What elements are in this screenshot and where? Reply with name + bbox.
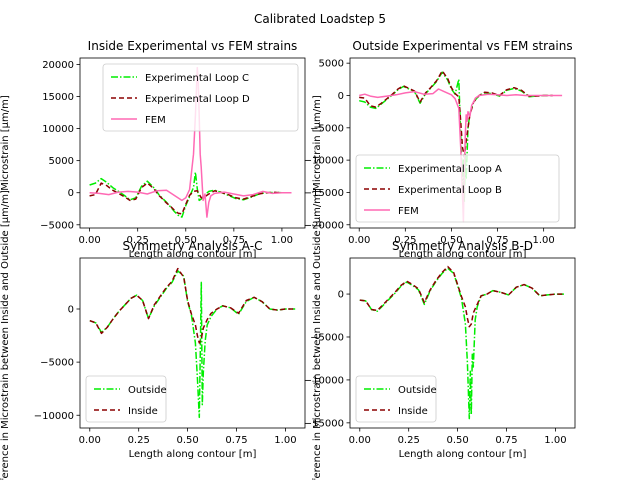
legend-frame	[355, 154, 560, 223]
series-line-experimental-loop-d	[89, 182, 292, 215]
legend: Experimental Loop A Experimental Loop B FE…	[355, 154, 560, 223]
legend: Experimental Loop C Experimental Loop D FE…	[102, 63, 299, 132]
axes-title: Outside Experimental vs FEM strains	[352, 39, 572, 53]
series-line-experimental-loop-a	[359, 71, 553, 203]
y-tick-label: −10000	[304, 156, 344, 167]
x-axis-label: Length along contour [m]	[129, 249, 257, 260]
axes-frame	[349, 57, 576, 229]
x-tick-label: 0.00	[79, 435, 101, 446]
y-axis-label: Microstrain [µm/m]	[0, 95, 11, 191]
axes-title: Inside Experimental vs FEM strains	[88, 39, 298, 53]
y-tick-label: −5000	[310, 123, 344, 134]
subplot-symmetry-analysis-b-d: 0.00 0.25 0.50 0.75 1.00 −15000 −10000 −5000 0 Sy…	[304, 190, 576, 485]
legend-label: Outside	[128, 385, 167, 396]
legend-frame	[102, 63, 299, 132]
x-axis-label: Length along contour [m]	[399, 249, 527, 260]
legend-label: Inside	[128, 406, 158, 417]
legend-label: Experimental Loop D	[145, 94, 250, 105]
axes-frame	[79, 257, 306, 429]
axes-frame	[349, 257, 576, 429]
x-tick-label: 0.75	[223, 235, 245, 246]
x-tick-label: 0.00	[349, 435, 371, 446]
y-tick-label: 0	[338, 91, 344, 102]
x-tick-label: 0.25	[127, 235, 149, 246]
x-tick-label: 0.00	[78, 235, 100, 246]
subplot-inside-experimental-vs-fem: 0.00 0.25 0.50 0.75 1.00 −5000 0 5000 10000 15000…	[0, 39, 306, 260]
figure-suptitle: Calibrated Loadstep 5	[254, 12, 386, 26]
legend-label: Experimental Loop C	[145, 73, 249, 84]
y-tick-label: −10000	[304, 375, 344, 386]
series-line-inside	[359, 265, 566, 328]
legend: Outside Inside	[355, 375, 437, 423]
axes-title: Symmetry Analysis B-D	[392, 239, 533, 253]
legend-label: FEM	[398, 206, 419, 217]
y-tick-label: 10000	[42, 124, 74, 135]
x-tick-label: 0.00	[348, 235, 370, 246]
y-tick-label: 15000	[42, 92, 74, 103]
legend-label: Outside	[398, 385, 437, 396]
series-line-inside	[89, 267, 296, 344]
y-axis-label: Microstrain [µm/m]	[312, 95, 323, 191]
x-tick-label: 0.75	[225, 435, 247, 446]
x-tick-label: 1.00	[533, 235, 555, 246]
y-tick-label: −5000	[40, 358, 74, 369]
axes-frame	[79, 57, 306, 229]
x-tick-label: 0.25	[394, 235, 416, 246]
legend-label: Experimental Loop A	[398, 164, 502, 175]
y-tick-label: −5000	[310, 332, 344, 343]
y-tick-label: 0	[68, 305, 74, 316]
y-tick-label: 0	[338, 290, 344, 301]
x-tick-label: 0.25	[128, 435, 150, 446]
legend-label: FEM	[145, 115, 166, 126]
y-tick-label: −10000	[34, 411, 74, 422]
y-tick-label: 5000	[49, 156, 74, 167]
x-tick-label: 0.50	[175, 235, 197, 246]
x-tick-label: 0.75	[486, 235, 508, 246]
x-tick-label: 0.50	[446, 435, 468, 446]
subplot-symmetry-analysis-a-c: 0.00 0.25 0.50 0.75 1.00 −10000 −5000 0 Symmetry…	[0, 190, 306, 485]
x-tick-label: 1.00	[544, 435, 566, 446]
x-tick-label: 0.75	[495, 435, 517, 446]
y-tick-label: −20000	[304, 220, 344, 231]
y-axis-label: Difference in Microstrain between Inside…	[312, 190, 323, 480]
x-tick-label: 1.00	[271, 235, 293, 246]
legend-label: Inside	[398, 406, 428, 417]
x-tick-label: 1.00	[274, 435, 296, 446]
x-tick-label: 0.25	[398, 435, 420, 446]
series-line-experimental-loop-b	[359, 70, 553, 158]
y-tick-label: 0	[68, 188, 74, 199]
x-axis-label: Length along contour [m]	[399, 449, 527, 460]
x-tick-label: 0.50	[440, 235, 462, 246]
y-tick-label: −5000	[40, 220, 74, 231]
legend-label: Experimental Loop B	[398, 185, 502, 196]
y-tick-label: −15000	[304, 418, 344, 429]
axes-title: Symmetry Analysis A-C	[123, 239, 263, 253]
x-tick-label: 0.50	[176, 435, 198, 446]
subplot-outside-experimental-vs-fem: 0.00 0.25 0.50 0.75 1.00 −20000 −15000 −10000 −5…	[304, 39, 576, 260]
y-axis-label: Difference in Microstrain between Inside…	[0, 190, 11, 480]
y-tick-label: 20000	[42, 60, 74, 71]
plot-area	[359, 265, 566, 420]
plot-area	[89, 267, 296, 419]
y-tick-label: 5000	[319, 59, 344, 70]
legend: Outside Inside	[85, 375, 167, 423]
y-tick-label: −15000	[304, 188, 344, 199]
x-axis-label: Length along contour [m]	[129, 449, 257, 460]
